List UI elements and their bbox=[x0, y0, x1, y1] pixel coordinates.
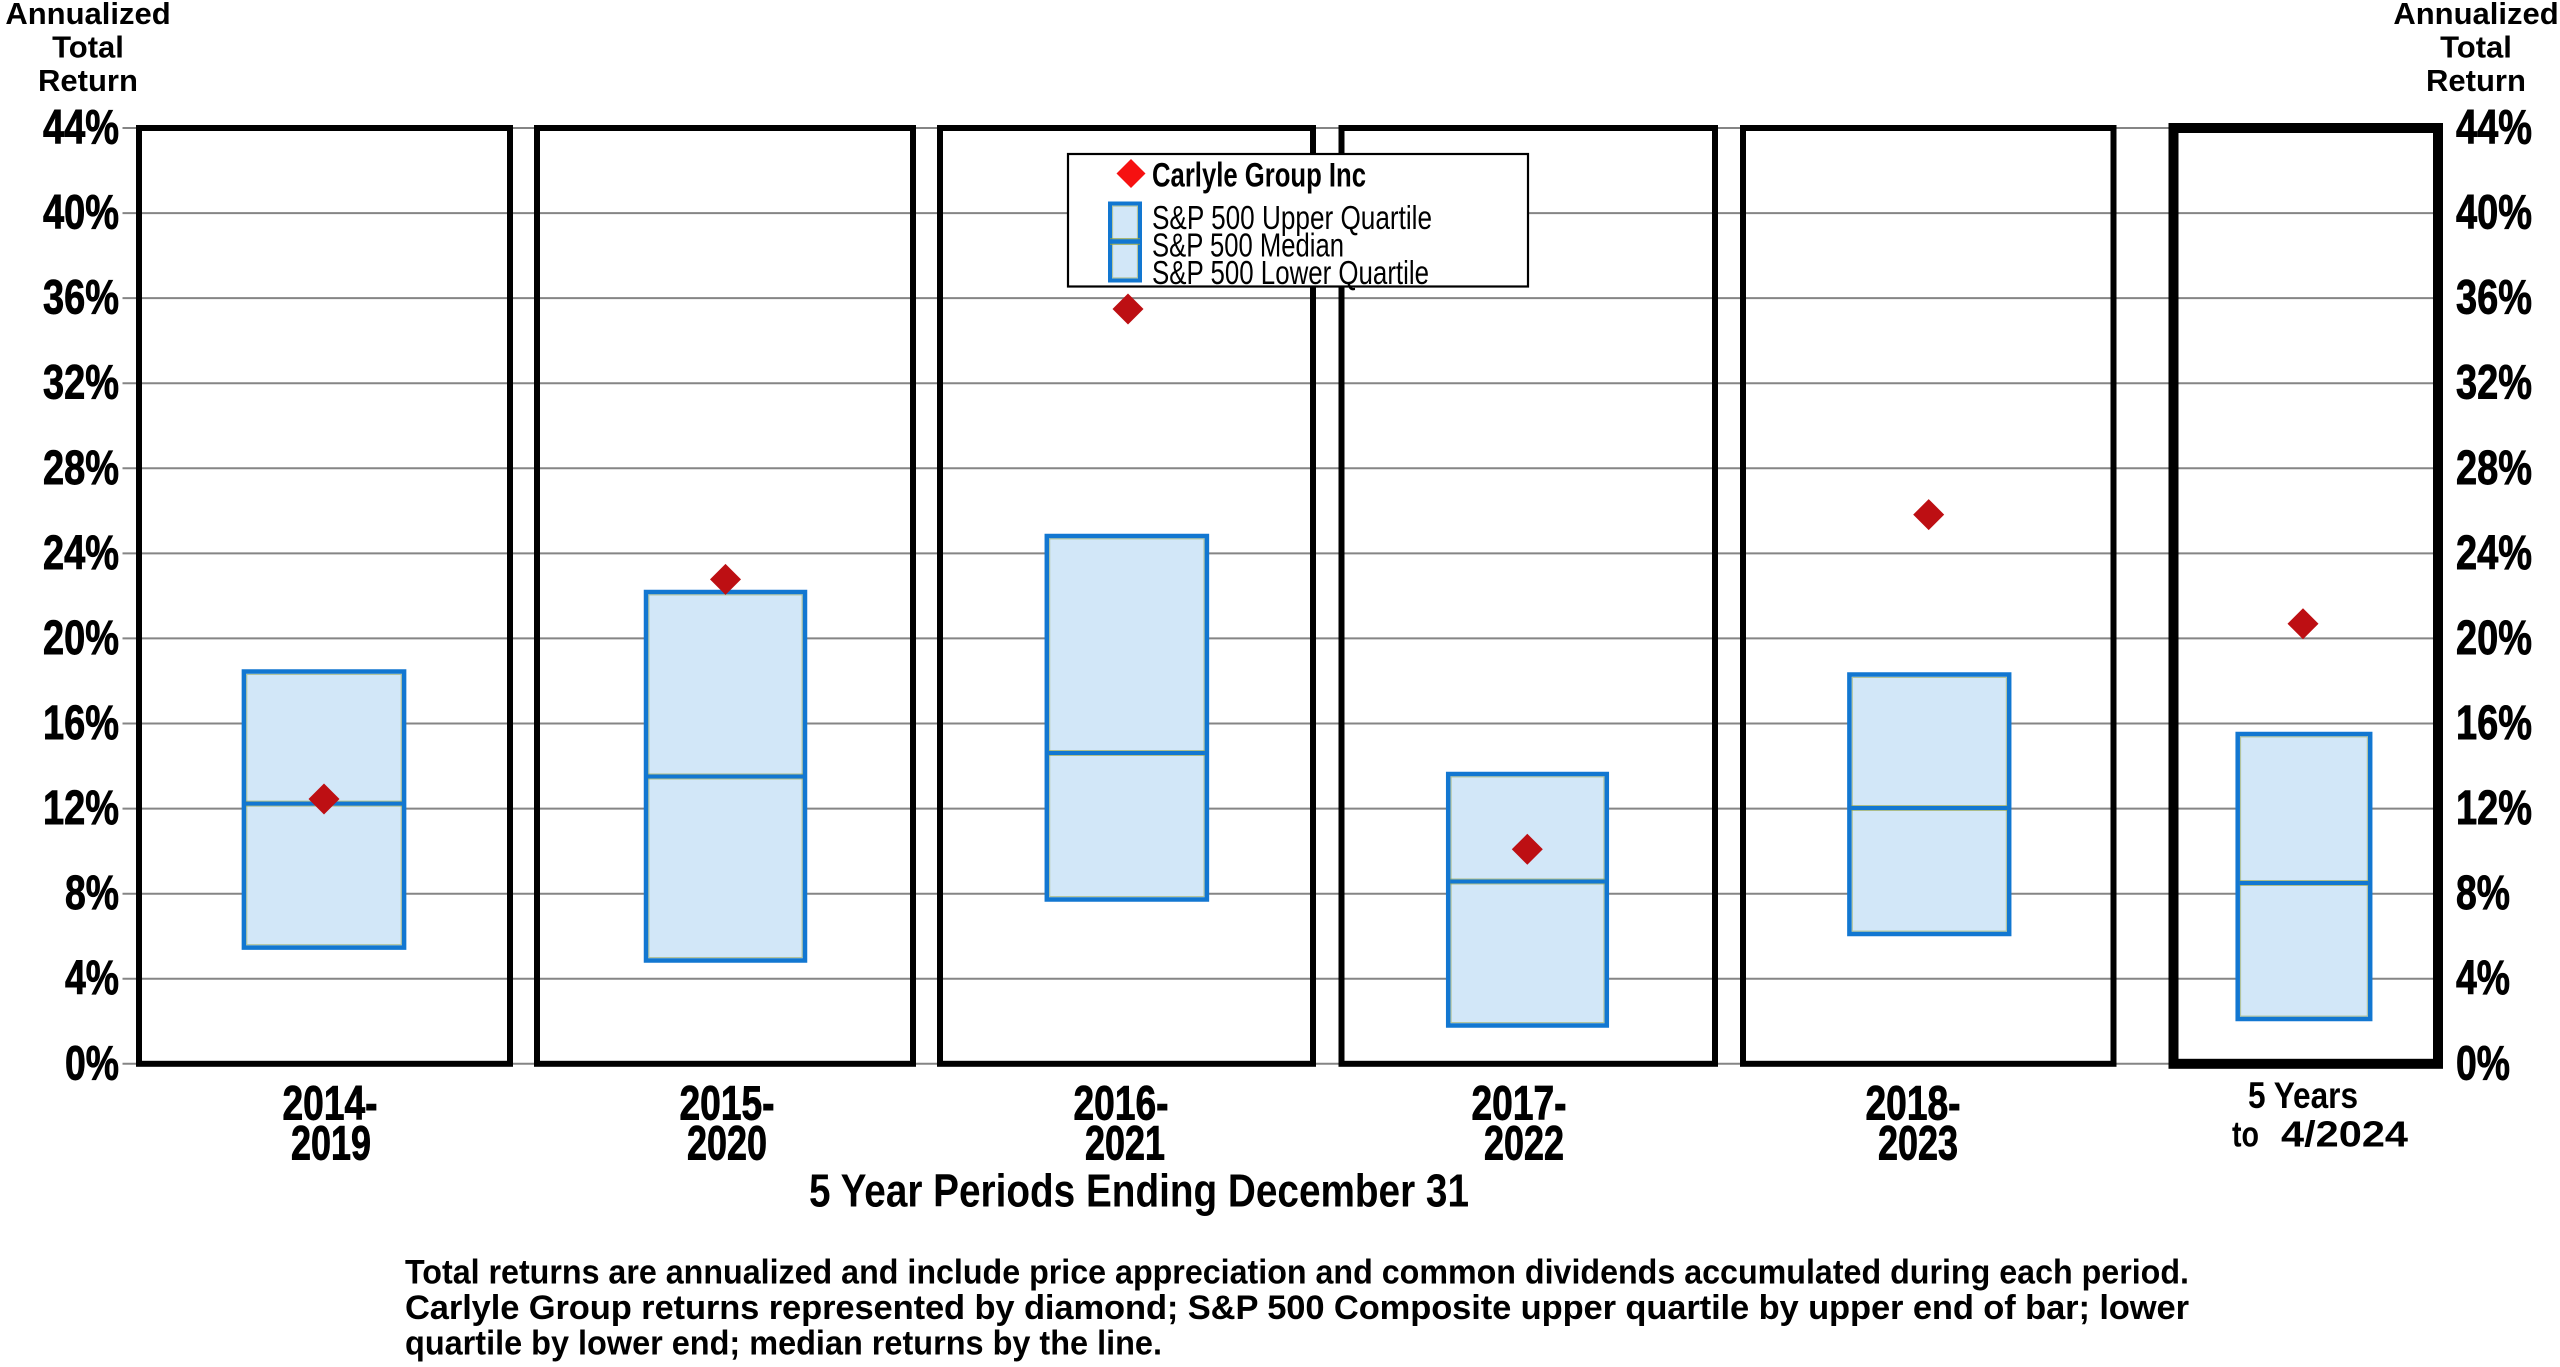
svg-text:20%: 20% bbox=[2456, 612, 2532, 665]
svg-text:Total: Total bbox=[52, 30, 124, 65]
svg-text:Total returns are annualized a: Total returns are annualized and include… bbox=[405, 1254, 2189, 1292]
svg-text:2021: 2021 bbox=[1085, 1118, 1165, 1171]
svg-text:36%: 36% bbox=[2456, 272, 2532, 325]
svg-text:20%: 20% bbox=[43, 612, 119, 665]
svg-text:0%: 0% bbox=[65, 1037, 119, 1090]
svg-text:44%: 44% bbox=[2456, 102, 2532, 155]
svg-text:16%: 16% bbox=[2456, 697, 2532, 750]
svg-text:40%: 40% bbox=[2456, 187, 2532, 240]
svg-text:16%: 16% bbox=[43, 697, 119, 750]
svg-text:5 Years: 5 Years bbox=[2248, 1075, 2358, 1116]
svg-text:4%: 4% bbox=[65, 952, 119, 1005]
svg-text:4%: 4% bbox=[2456, 952, 2510, 1005]
svg-text:12%: 12% bbox=[43, 782, 119, 835]
svg-text:to: to bbox=[2232, 1114, 2259, 1155]
svg-text:S&P 500 Lower Quartile: S&P 500 Lower Quartile bbox=[1152, 254, 1429, 291]
svg-text:S&P 500 Median: S&P 500 Median bbox=[1152, 227, 1344, 264]
svg-text:Annualized: Annualized bbox=[2393, 0, 2558, 31]
svg-text:2022: 2022 bbox=[1484, 1118, 1564, 1171]
svg-text:12%: 12% bbox=[2456, 782, 2532, 835]
svg-text:2020: 2020 bbox=[687, 1118, 767, 1171]
svg-text:5 Year Periods Ending December: 5 Year Periods Ending December 31 bbox=[809, 1165, 1469, 1217]
svg-text:44%: 44% bbox=[43, 102, 119, 155]
svg-text:2018-: 2018- bbox=[1866, 1078, 1961, 1131]
svg-text:2014-: 2014- bbox=[283, 1078, 378, 1131]
svg-text:36%: 36% bbox=[43, 272, 119, 325]
svg-text:Return: Return bbox=[38, 63, 138, 98]
svg-text:8%: 8% bbox=[2456, 867, 2510, 920]
svg-text:8%: 8% bbox=[65, 867, 119, 920]
svg-text:Annualized: Annualized bbox=[5, 0, 170, 31]
svg-text:2016-: 2016- bbox=[1074, 1078, 1169, 1131]
svg-text:Carlyle Group returns represen: Carlyle Group returns represented by dia… bbox=[405, 1289, 2189, 1327]
svg-text:2023: 2023 bbox=[1878, 1118, 1958, 1171]
svg-text:24%: 24% bbox=[43, 527, 119, 580]
svg-text:40%: 40% bbox=[43, 187, 119, 240]
svg-text:Return: Return bbox=[2426, 63, 2526, 98]
svg-text:28%: 28% bbox=[43, 442, 119, 495]
svg-text:S&P 500 Upper Quartile: S&P 500 Upper Quartile bbox=[1152, 199, 1432, 236]
svg-text:2019: 2019 bbox=[291, 1118, 371, 1171]
svg-text:quartile by lower end; median: quartile by lower end; median returns by… bbox=[405, 1325, 1162, 1363]
svg-text:Total: Total bbox=[2440, 30, 2512, 65]
svg-text:Carlyle Group Inc: Carlyle Group Inc bbox=[1152, 157, 1366, 195]
svg-text:32%: 32% bbox=[2456, 357, 2532, 410]
svg-text:28%: 28% bbox=[2456, 442, 2532, 495]
svg-text:24%: 24% bbox=[2456, 527, 2532, 580]
svg-text:32%: 32% bbox=[43, 357, 119, 410]
svg-text:2015-: 2015- bbox=[680, 1078, 775, 1131]
svg-text:0%: 0% bbox=[2456, 1037, 2510, 1090]
svg-text:4/2024: 4/2024 bbox=[2281, 1114, 2408, 1155]
svg-text:2017-: 2017- bbox=[1472, 1078, 1567, 1131]
